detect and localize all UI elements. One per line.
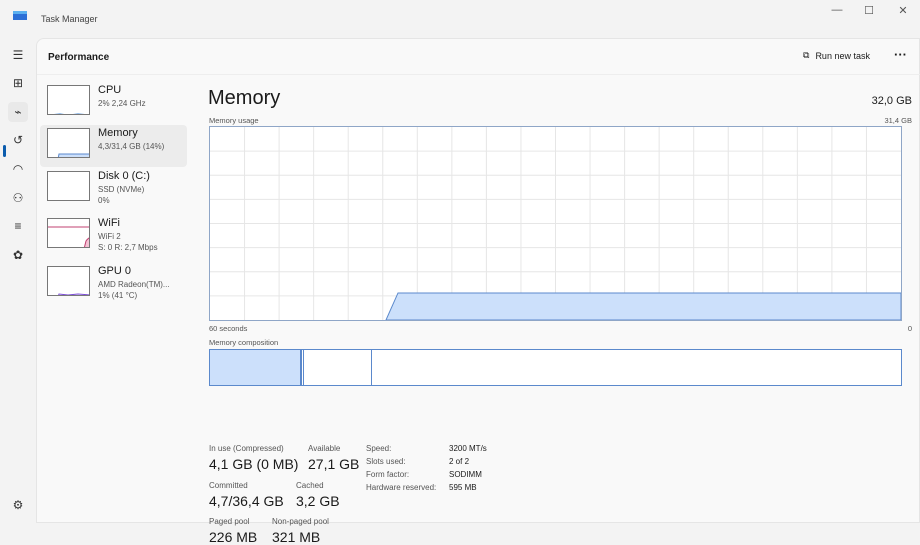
in-use-value: 4,1 GB (0 MB) bbox=[209, 456, 299, 472]
non-paged-pool-value: 321 MB bbox=[272, 529, 321, 545]
available-label: Available bbox=[308, 444, 341, 453]
main-panel: Performance ⧉ Run new task ··· CPU 2% 2,2… bbox=[36, 38, 920, 545]
maximize-button[interactable]: ☐ bbox=[864, 5, 874, 17]
app-history-icon[interactable]: ↺ bbox=[12, 133, 24, 147]
sidebar-item-gpu[interactable]: GPU 0 AMD Radeon(TM)... 1% (41 °C) bbox=[40, 263, 187, 305]
paged-pool-label: Paged pool bbox=[209, 517, 250, 526]
modified-segment bbox=[303, 350, 304, 385]
hamburger-menu-icon[interactable]: ☰ bbox=[12, 48, 24, 62]
active-indicator bbox=[3, 145, 6, 157]
time-axis-end: 0 bbox=[907, 324, 912, 333]
close-button[interactable]: ✕ bbox=[898, 5, 908, 17]
title-bar: Task Manager — ☐ ✕ bbox=[0, 0, 920, 38]
minimize-button[interactable]: — bbox=[831, 4, 843, 16]
paged-pool-value: 226 MB bbox=[209, 529, 258, 545]
item-detail: S: 0 R: 2,7 Mbps bbox=[98, 243, 158, 252]
item-detail: SSD (NVMe) bbox=[98, 185, 145, 194]
sidebar-item-wifi[interactable]: WiFi WiFi 2 S: 0 R: 2,7 Mbps bbox=[40, 215, 187, 257]
standby-segment bbox=[371, 350, 372, 385]
usage-max: 31,4 GB bbox=[884, 116, 912, 125]
resource-title: Memory bbox=[208, 87, 281, 109]
task-manager-icon bbox=[13, 11, 27, 20]
form-factor-value: SODIMM bbox=[449, 470, 482, 479]
item-name: CPU bbox=[98, 84, 122, 96]
item-detail: 4,3/31,4 GB (14%) bbox=[98, 142, 165, 151]
cached-value: 3,2 GB bbox=[296, 493, 340, 509]
available-value: 27,1 GB bbox=[308, 456, 360, 472]
header: Performance ⧉ Run new task ··· bbox=[37, 39, 920, 75]
item-detail: 0% bbox=[98, 196, 110, 205]
committed-label: Committed bbox=[209, 481, 248, 490]
sidebar-item-disk[interactable]: Disk 0 (C:) SSD (NVMe) 0% bbox=[40, 168, 187, 210]
run-task-icon: ⧉ bbox=[803, 50, 810, 60]
speed-label: Speed: bbox=[366, 444, 392, 453]
memory-usage-area bbox=[385, 292, 902, 321]
non-paged-pool-label: Non-paged pool bbox=[272, 517, 329, 526]
cpu-thumbnail bbox=[47, 85, 90, 115]
performance-icon[interactable]: ⌁ bbox=[8, 102, 28, 122]
in-use-segment bbox=[210, 350, 302, 385]
item-detail: AMD Radeon(TM)... bbox=[98, 280, 170, 289]
in-use-label: In use (Compressed) bbox=[209, 444, 284, 453]
usage-label: Memory usage bbox=[209, 116, 259, 125]
wifi-thumbnail bbox=[47, 218, 90, 248]
processes-icon[interactable]: ⊞ bbox=[12, 76, 24, 90]
nav-rail: ☰ ⊞ ⌁ ↺ ◠ ⚇ ≡ ✿ ⚙ bbox=[0, 38, 36, 523]
window-title: Task Manager bbox=[41, 14, 98, 24]
item-detail: 1% (41 °C) bbox=[98, 291, 138, 300]
item-name: Memory bbox=[98, 127, 138, 139]
sidebar-item-cpu[interactable]: CPU 2% 2,24 GHz bbox=[40, 82, 187, 124]
committed-value: 4,7/36,4 GB bbox=[209, 493, 284, 509]
run-new-task-button[interactable]: ⧉ Run new task bbox=[803, 50, 870, 61]
page-title: Performance bbox=[48, 52, 110, 63]
services-icon[interactable]: ✿ bbox=[12, 248, 24, 262]
composition-label: Memory composition bbox=[209, 338, 279, 347]
memory-usage-graph bbox=[209, 126, 902, 321]
memory-thumbnail bbox=[47, 128, 90, 158]
sidebar-item-memory[interactable]: Memory 4,3/31,4 GB (14%) bbox=[40, 125, 187, 167]
gpu-thumbnail bbox=[47, 266, 90, 296]
item-detail: 2% 2,24 GHz bbox=[98, 99, 146, 108]
hardware-reserved-label: Hardware reserved: bbox=[366, 483, 437, 492]
startup-apps-icon[interactable]: ◠ bbox=[12, 162, 24, 176]
more-options-button[interactable]: ··· bbox=[894, 47, 907, 62]
slots-value: 2 of 2 bbox=[449, 457, 470, 466]
item-name: GPU 0 bbox=[98, 265, 132, 277]
settings-icon[interactable]: ⚙ bbox=[12, 498, 24, 512]
item-detail: WiFi 2 bbox=[98, 232, 121, 241]
total-memory: 32,0 GB bbox=[871, 95, 912, 107]
details-icon[interactable]: ≡ bbox=[14, 219, 22, 233]
form-factor-label: Form factor: bbox=[366, 470, 410, 479]
hardware-reserved-value: 595 MB bbox=[449, 483, 477, 492]
memory-composition-bar bbox=[209, 349, 902, 386]
cached-label: Cached bbox=[296, 481, 324, 490]
run-new-task-label: Run new task bbox=[815, 50, 870, 61]
users-icon[interactable]: ⚇ bbox=[12, 191, 24, 205]
time-axis-start: 60 seconds bbox=[209, 324, 248, 333]
item-name: WiFi bbox=[98, 217, 120, 229]
item-name: Disk 0 (C:) bbox=[98, 170, 150, 182]
slots-label: Slots used: bbox=[366, 457, 406, 466]
disk-thumbnail bbox=[47, 171, 90, 201]
speed-value: 3200 MT/s bbox=[449, 444, 487, 453]
